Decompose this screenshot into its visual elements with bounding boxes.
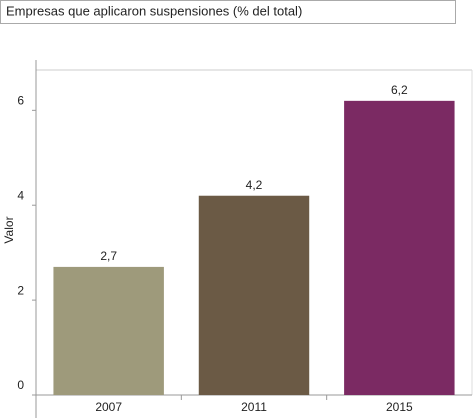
- x-tick-label: 2007: [95, 400, 122, 414]
- bar: [198, 195, 310, 395]
- bar: [344, 100, 455, 395]
- y-tick-label: 4: [17, 188, 24, 202]
- value-label: 2,7: [100, 249, 117, 263]
- y-tick-label: 2: [17, 283, 24, 297]
- value-label: 6,2: [391, 83, 408, 97]
- title-box: [0, 0, 456, 24]
- bar: [53, 266, 164, 395]
- x-tick-label: 2011: [241, 400, 267, 414]
- y-tick-label: 6: [17, 94, 24, 108]
- y-tick-label: 0: [17, 378, 24, 392]
- y-axis-label: Valor: [2, 216, 16, 243]
- value-label: 4,2: [246, 178, 263, 192]
- chart-title: Empresas que aplicaron suspensiones (% d…: [6, 3, 302, 18]
- x-tick-label: 2015: [386, 400, 413, 414]
